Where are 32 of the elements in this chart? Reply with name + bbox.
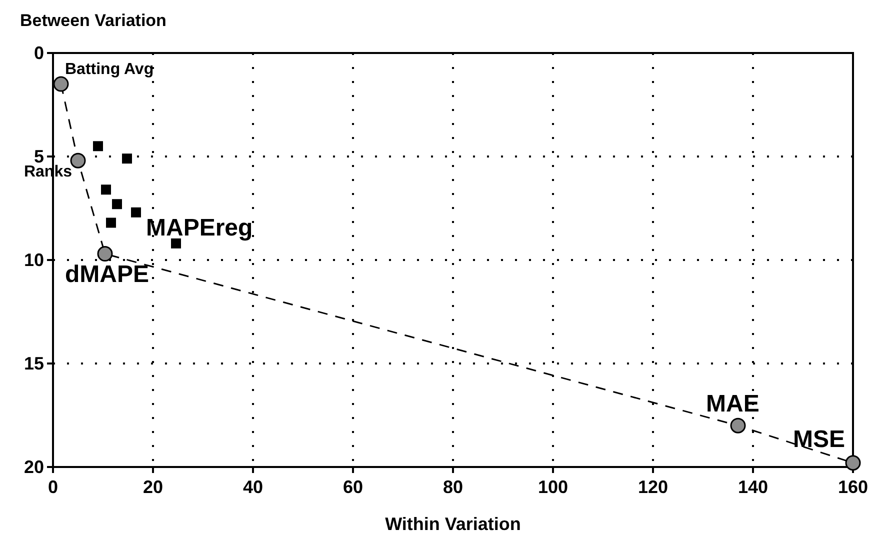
x-tick-label: 40 <box>242 477 264 497</box>
annotation: Batting Avg <box>65 61 154 78</box>
point <box>730 418 746 434</box>
point <box>112 199 122 210</box>
y-tick-label: 0 <box>34 43 44 63</box>
x-tick-label: 160 <box>838 477 868 497</box>
x-axis-title: Within Variation <box>385 514 521 534</box>
x-tick-label: 140 <box>738 477 768 497</box>
point <box>70 152 86 168</box>
point <box>131 207 141 218</box>
annotation: MAE <box>706 390 760 418</box>
annotation: MSE <box>793 426 846 453</box>
y-tick-label: 20 <box>24 457 44 477</box>
annotation: MAPEreg <box>146 214 253 242</box>
y-tick-label: 15 <box>24 354 44 374</box>
y-tick-label: 5 <box>34 146 44 166</box>
x-tick-label: 0 <box>48 477 58 497</box>
point <box>122 154 132 164</box>
point <box>53 76 69 92</box>
x-tick-label: 60 <box>342 477 364 497</box>
point <box>97 246 113 262</box>
x-tick-label: 20 <box>142 477 164 497</box>
annotation: dMAPE <box>65 260 149 288</box>
x-tick-label: 100 <box>538 477 568 497</box>
y-axis-title: Between Variation <box>20 11 166 30</box>
point <box>101 184 111 195</box>
x-tick-label: 120 <box>638 477 668 497</box>
point <box>845 455 861 471</box>
y-tick-label: 10 <box>24 250 44 270</box>
x-tick-label: 80 <box>442 477 464 497</box>
point <box>93 141 103 152</box>
point <box>106 218 116 228</box>
